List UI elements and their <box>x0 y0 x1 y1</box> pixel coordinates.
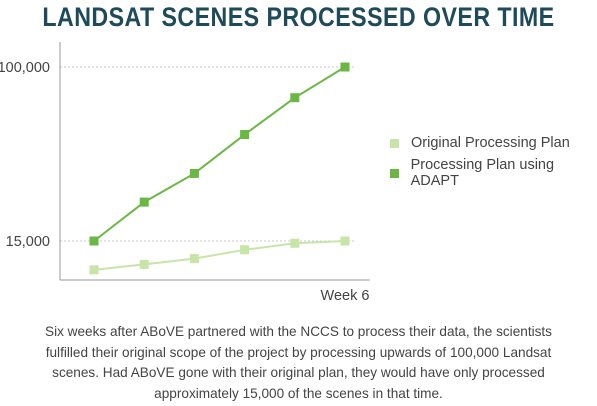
data-point-1-1 <box>139 197 149 207</box>
gridlines <box>60 66 355 242</box>
data-point-1-3 <box>240 130 250 140</box>
data-point-0-1 <box>139 259 149 269</box>
caption: Six weeks after ABoVE partnered with the… <box>45 324 552 401</box>
legend-item-adapt: Processing Plan using ADAPT <box>390 157 597 189</box>
axes <box>59 42 370 281</box>
series-line-1 <box>93 66 346 242</box>
series-markers <box>89 62 350 275</box>
chart-title: LANDSAT SCENES PROCESSED OVER TIME <box>42 2 555 32</box>
legend-item-original: Original Processing Plan <box>390 128 597 158</box>
y-tick-label: 15,000 <box>6 234 50 250</box>
data-point-1-4 <box>290 93 300 103</box>
x-tick-labels: Week 6 <box>321 288 370 304</box>
series-line-0 <box>93 240 346 271</box>
data-point-0-3 <box>240 245 250 255</box>
legend: Original Processing Plan Processing Plan… <box>390 128 597 189</box>
legend-label-original: Original Processing Plan <box>411 135 570 151</box>
legend-swatch-adapt <box>390 168 399 178</box>
data-point-0-0 <box>89 265 99 275</box>
legend-swatch-original <box>390 138 399 148</box>
legend-label-adapt: Processing Plan using ADAPT <box>410 157 555 189</box>
data-point-1-2 <box>189 168 199 178</box>
y-tick-label: 100,000 <box>0 60 50 76</box>
data-point-1-0 <box>89 236 99 246</box>
data-point-0-2 <box>189 254 199 264</box>
data-point-1-5 <box>340 62 350 72</box>
data-point-0-4 <box>290 238 300 248</box>
data-point-0-5 <box>340 236 350 246</box>
x-tick-label: Week 6 <box>321 288 370 304</box>
y-tick-labels: 15,000 100,000 <box>0 60 50 250</box>
line-chart: 15,000 100,000 Week 6 <box>0 42 370 304</box>
series-lines <box>93 66 346 271</box>
